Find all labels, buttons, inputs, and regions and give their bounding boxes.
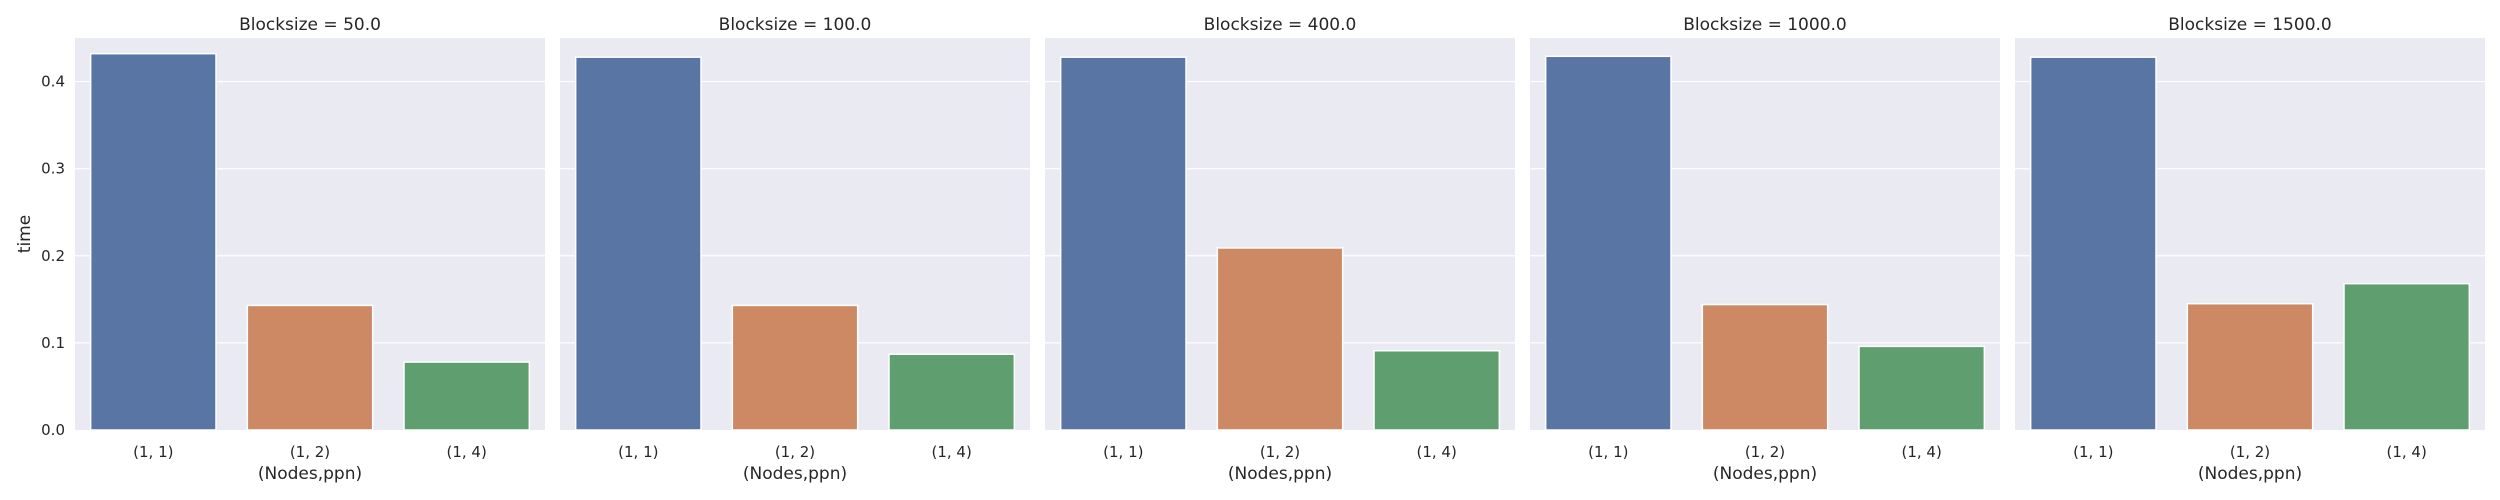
- panel-title: Blocksize = 100.0: [719, 15, 872, 35]
- y-tick-label: 0.3: [41, 160, 65, 178]
- y-tick-label: 0.4: [41, 73, 65, 91]
- bar-1: [574, 56, 702, 431]
- bar-2: [1216, 247, 1344, 431]
- facet-panel-4: (1, 1) (1, 2) (1, 4) (Nodes,ppn) Blocksize =…: [1530, 15, 2000, 484]
- panel-title: Blocksize = 1500.0: [2168, 15, 2331, 35]
- bar-3: [1373, 349, 1501, 431]
- y-tick-label: 0.1: [41, 334, 65, 352]
- bar-1: [89, 52, 217, 431]
- facet-panel-5: (1, 1) (1, 2) (1, 4) (Nodes,ppn) Blocksize =…: [2015, 15, 2485, 484]
- bar-3: [2343, 282, 2471, 431]
- panel-title: Blocksize = 1000.0: [1683, 15, 1846, 35]
- x-axis-label: (Nodes,ppn): [1713, 464, 1817, 484]
- bar-3: [888, 353, 1016, 431]
- facet-panel-2: (1, 1) (1, 2) (1, 4) (Nodes,ppn) Blocksize =…: [560, 15, 1030, 484]
- x-tick-label: (1, 4): [447, 443, 487, 461]
- x-axis-label: (Nodes,ppn): [1228, 464, 1332, 484]
- x-tick-label: (1, 4): [1417, 443, 1457, 461]
- x-tick-label: (1, 2): [1745, 443, 1785, 461]
- x-tick-label: (1, 1): [133, 443, 173, 461]
- x-tick-label: (1, 4): [1902, 443, 1942, 461]
- y-tick-label: 0.2: [41, 247, 65, 265]
- bar-3: [1858, 345, 1986, 431]
- y-axis-label: time: [15, 215, 35, 253]
- panel-title: Blocksize = 50.0: [239, 15, 381, 35]
- x-tick-label: (1, 2): [290, 443, 330, 461]
- facet-panel-3: (1, 1) (1, 2) (1, 4) (Nodes,ppn) Blocksize =…: [1045, 15, 1515, 484]
- bar-2: [731, 304, 859, 431]
- panel-title: Blocksize = 400.0: [1204, 15, 1357, 35]
- x-axis-label: (Nodes,ppn): [258, 464, 362, 484]
- bar-2: [1701, 303, 1829, 431]
- bar-3: [403, 361, 531, 431]
- bar-2: [246, 304, 374, 431]
- bar-1: [1544, 55, 1672, 431]
- x-tick-label: (1, 1): [618, 443, 658, 461]
- bar-2: [2186, 302, 2314, 431]
- x-axis-label: (Nodes,ppn): [2198, 464, 2302, 484]
- x-tick-label: (1, 2): [2230, 443, 2270, 461]
- y-tick-label: 0.0: [41, 421, 65, 439]
- bar-1: [2029, 56, 2157, 431]
- x-tick-label: (1, 1): [1103, 443, 1143, 461]
- bar-1: [1059, 56, 1187, 431]
- x-axis-label: (Nodes,ppn): [743, 464, 847, 484]
- x-tick-label: (1, 4): [932, 443, 972, 461]
- x-tick-label: (1, 2): [1260, 443, 1300, 461]
- x-tick-label: (1, 4): [2387, 443, 2427, 461]
- x-tick-label: (1, 1): [1588, 443, 1628, 461]
- x-tick-label: (1, 1): [2073, 443, 2113, 461]
- x-tick-label: (1, 2): [775, 443, 815, 461]
- facet-panel-1: (1, 1) (1, 2) (1, 4) (Nodes,ppn) Blocksize =…: [15, 15, 545, 484]
